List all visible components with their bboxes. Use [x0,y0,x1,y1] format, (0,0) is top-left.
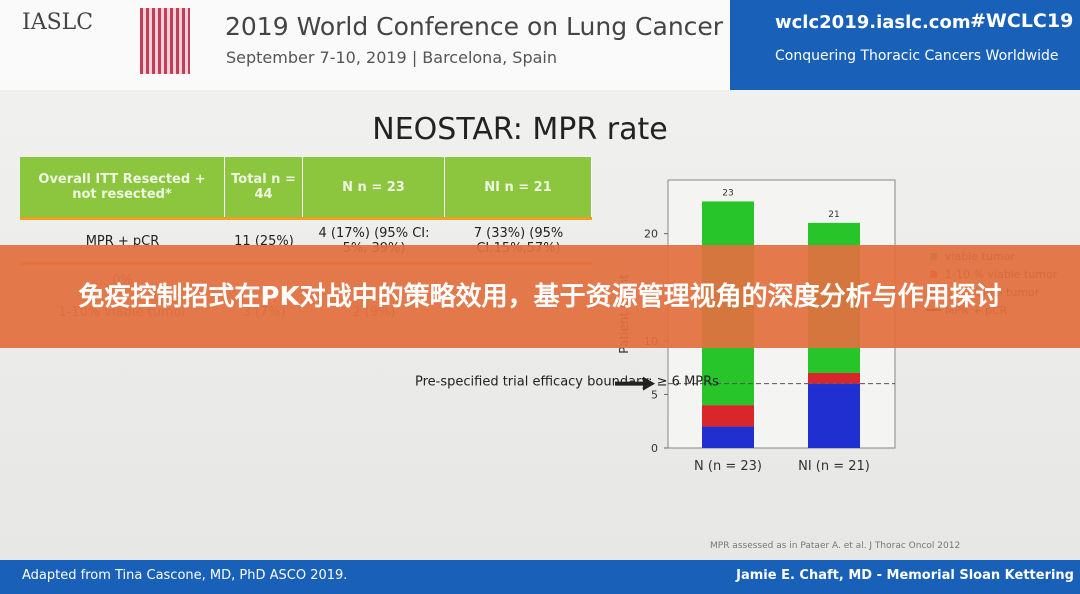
footer [0,560,1080,594]
footer-left: Adapted from Tina Cascone, MD, PhD ASCO … [22,568,348,583]
logo: IASLC [22,10,94,35]
banner: 免疫控制招式在PK对战中的策略效用，基于资源管理视角的深度分析与作用探讨 [0,245,1080,348]
table-header-cell: NI n = 21 [445,157,592,217]
slide-title: NEOSTAR: MPR rate [372,112,668,147]
dates: September 7-10, 2019 | Barcelona, Spain [226,48,557,67]
table-header-cell: Overall ITT Resected + not resected* [20,157,225,217]
bar-total-label: 23 [722,188,733,198]
x-tick-label: N (n = 23) [694,459,762,474]
header-left [0,0,730,90]
y-tick-label: 5 [651,388,658,401]
logo-graphic [140,8,190,74]
hashtag: #WCLC19 [970,10,1074,32]
y-tick-label: 20 [644,228,658,241]
bar-total-label: 21 [828,210,839,220]
x-tick-label: NI (n = 21) [798,459,870,474]
banner-text: 免疫控制招式在PK对战中的策略效用，基于资源管理视角的深度分析与作用探讨 [78,281,1002,312]
bar-segment [702,405,754,427]
bar-segment [808,383,860,448]
tagline: Conquering Thoracic Cancers Worldwide [775,48,1059,64]
annotation-arrow [615,376,655,391]
footer-right: Jamie E. Chaft, MD - Memorial Sloan Kett… [736,568,1074,583]
footnote: MPR assessed as in Pataer A. et al. J Th… [710,541,960,551]
y-tick-label: 0 [651,442,658,455]
header-right [730,0,1080,90]
table-header-cell: Total n = 44 [225,157,303,217]
bar-segment [702,426,754,448]
bar-segment [808,372,860,384]
annotation: Pre-specified trial efficacy boundary: ≥… [415,375,719,390]
table-header-cell: N n = 23 [303,157,445,217]
conference: 2019 World Conference on Lung Cancer [225,12,724,41]
website: wclc2019.iaslc.com [775,12,971,33]
